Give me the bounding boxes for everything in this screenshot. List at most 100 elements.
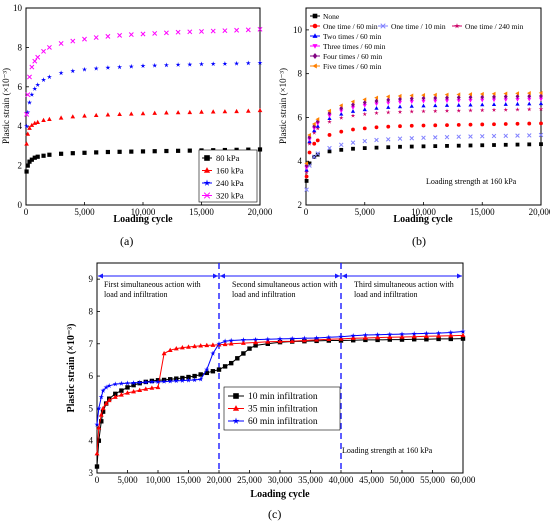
data-point [106,383,112,388]
data-point [515,121,520,126]
data-point [46,44,52,50]
data-point [338,333,344,339]
data-point [456,143,461,148]
legend-label: Five times / 60 min [323,62,382,71]
data-point [192,343,198,349]
y-tick-label: 8 [89,306,94,316]
series-none [304,142,543,183]
y-tick-label: 9 [89,274,94,284]
data-point [179,377,186,383]
data-point [311,154,317,160]
data-point [412,337,417,342]
data-point [527,121,532,126]
y-tick-label: 4 [298,156,303,166]
data-point [527,97,532,102]
data-point [350,140,356,145]
data-point [117,111,122,117]
data-point [409,96,414,102]
data-point [59,151,64,156]
data-point [338,115,344,120]
data-point [421,95,426,101]
data-point [198,376,204,382]
data-point [98,394,104,400]
legend-label: 320 kPa [216,191,244,201]
data-point [94,150,99,155]
legend-marker [232,405,240,411]
data-point [210,61,216,67]
data-point [47,152,52,157]
data-point [216,367,222,372]
y-tick-label: 8 [298,69,303,79]
data-point [277,338,283,344]
legend-entry: Five times / 60 min [310,62,382,71]
data-point [234,60,240,66]
phase-1-label-line1: First simultaneous action with [104,280,201,289]
data-point [492,94,496,100]
legend-label: 240 kPa [216,178,244,188]
data-point [362,97,367,102]
data-point [398,144,402,149]
data-point [326,334,332,340]
data-point [210,350,216,356]
data-point [503,122,508,126]
data-point [167,378,173,384]
data-point [124,380,131,386]
data-point [265,336,271,342]
phase-arrows-c [98,263,462,473]
data-point [70,68,76,74]
data-point [187,61,193,67]
data-point [435,330,442,336]
data-point [35,82,41,87]
data-point [503,107,509,112]
data-point [117,149,122,154]
data-point [289,338,295,343]
data-point [27,159,32,164]
data-point [421,144,426,149]
panel-label-c: (c) [268,507,281,521]
data-point [257,147,263,152]
data-point [468,122,473,127]
data-point [492,122,496,127]
data-point [246,147,251,152]
data-point [424,337,429,342]
data-point [387,337,392,342]
series-240-kpa [24,60,263,129]
data-point [421,108,426,114]
data-point [176,148,181,153]
data-point [468,98,473,103]
data-point [137,379,143,385]
legend-entry: 240 kPa [202,178,244,188]
legend-entry: One time / 10 min [378,22,446,31]
data-point [527,142,532,147]
data-point [105,149,110,155]
phase-arrow [220,273,340,279]
data-point [179,345,185,350]
data-point [411,331,417,336]
data-point [245,27,251,33]
data-point [479,107,485,113]
y-tick-label: 7 [89,339,94,349]
data-point [58,115,64,120]
data-point [327,149,332,154]
data-point [444,103,450,107]
phase-arrow-head-left [342,273,347,279]
data-point [46,74,52,80]
data-point [503,98,508,102]
data-point [253,343,258,348]
data-point [444,92,449,97]
legend-entry: 35 min infiltration [228,404,318,415]
phase-arrow [342,273,462,279]
legend-marker [380,23,386,29]
data-point [350,99,355,104]
data-point [245,108,251,113]
data-point [480,143,485,148]
data-point [327,145,332,151]
data-point [29,92,35,97]
data-point [399,337,405,342]
legend-label: 80 kPa [216,153,240,163]
data-point [82,66,87,72]
data-point [374,95,379,100]
data-point [339,147,344,152]
data-point [479,134,485,139]
data-point [58,41,64,46]
